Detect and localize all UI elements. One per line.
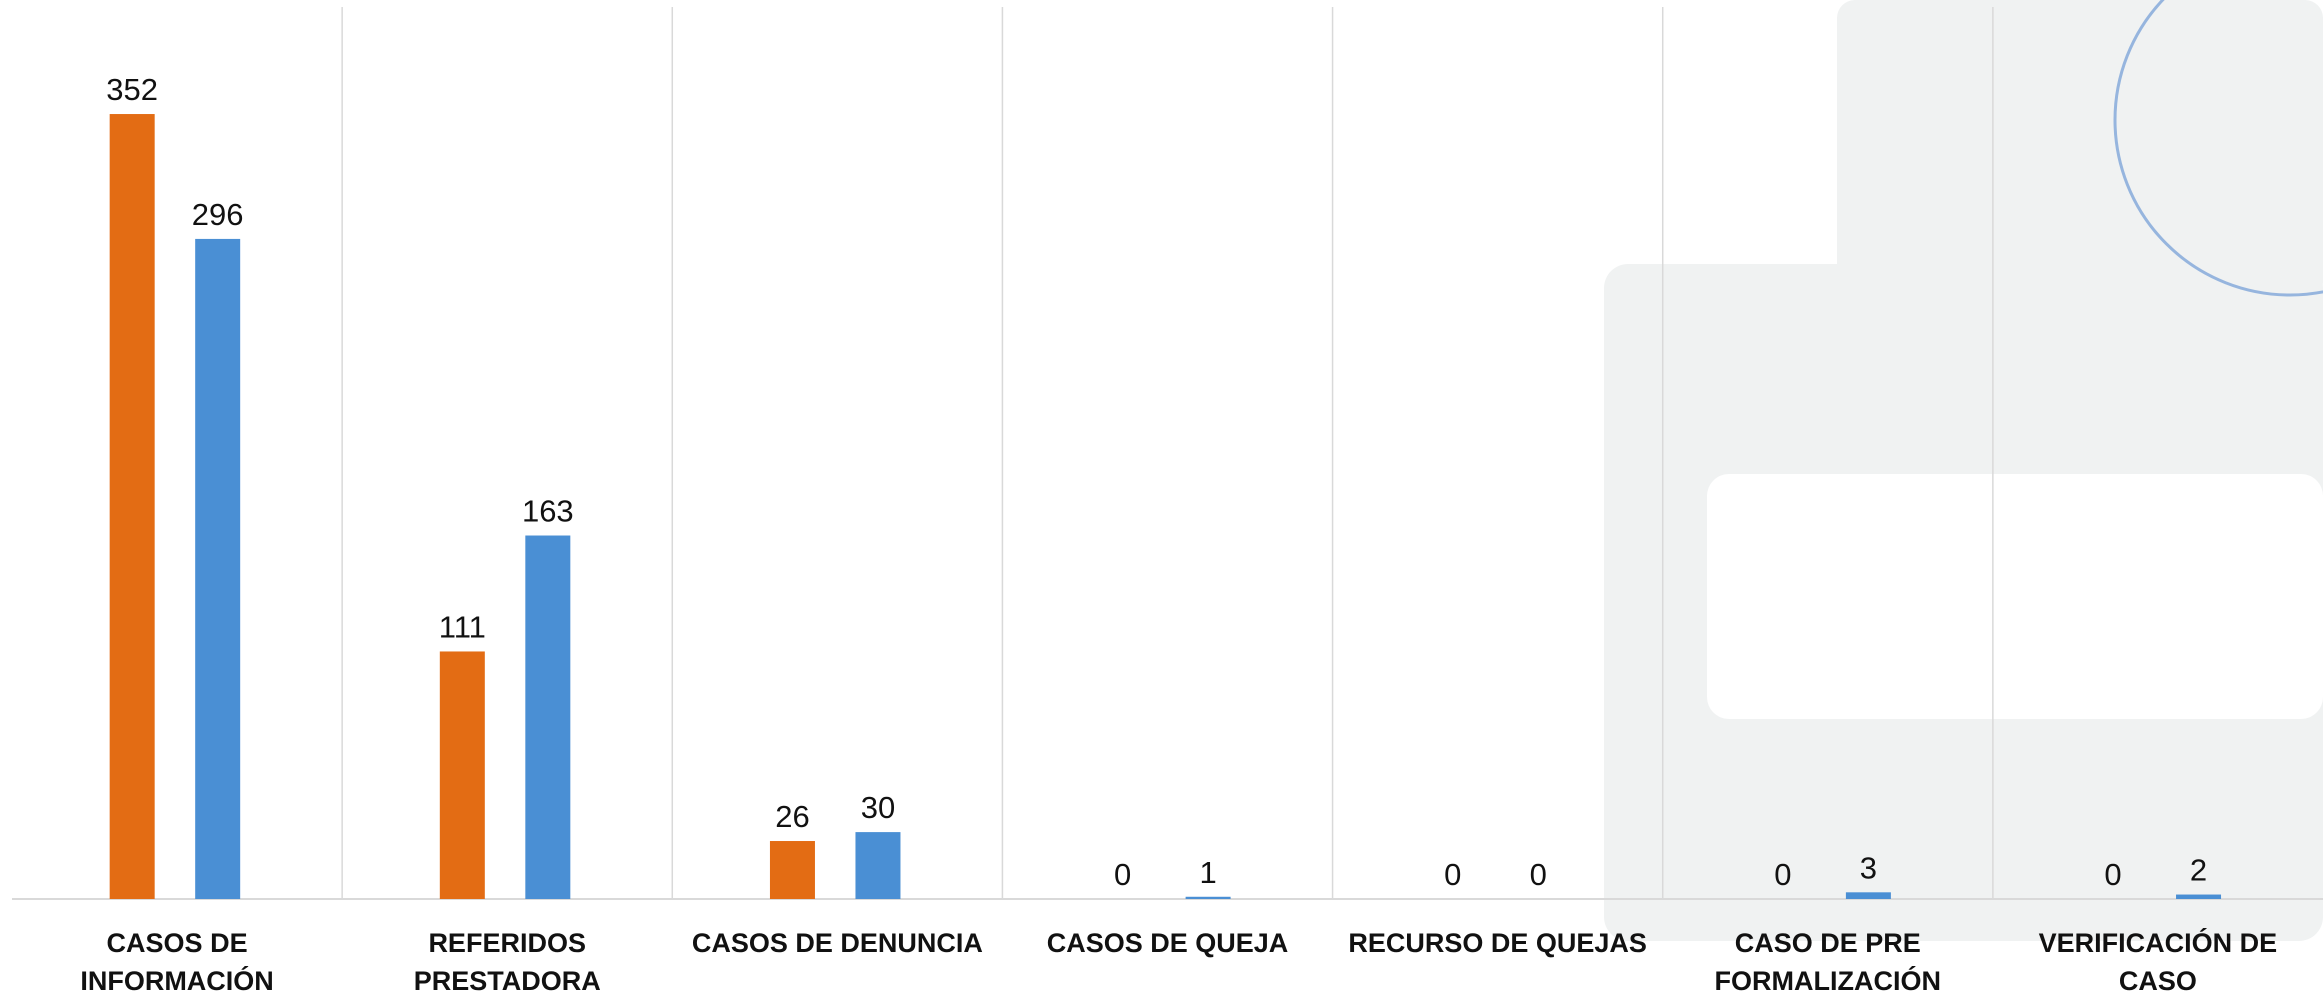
- data-label: 1: [1199, 855, 1216, 890]
- data-label: 26: [775, 799, 809, 834]
- data-label: 30: [861, 790, 895, 825]
- x-tick-label: RECURSO DE QUEJAS: [1348, 928, 1647, 958]
- background-shape: [1604, 0, 2323, 941]
- x-tick-label: VERIFICACIÓN DE CASO: [2038, 928, 2278, 996]
- x-tick-label: CASO DE PRE FORMALIZACIÓN: [1714, 928, 1941, 996]
- bar: [109, 114, 155, 900]
- data-label: 0: [1774, 857, 1791, 892]
- bar: [195, 238, 241, 900]
- bar: [439, 651, 485, 899]
- data-label: 2: [2190, 853, 2207, 888]
- bar: [1845, 892, 1891, 899]
- bar: [1185, 896, 1231, 899]
- bar: [2176, 894, 2222, 899]
- data-label: 0: [1114, 857, 1131, 892]
- data-label: 0: [1444, 857, 1461, 892]
- data-label: 111: [439, 609, 486, 644]
- data-label: 3: [1860, 850, 1877, 885]
- data-label: 0: [2104, 857, 2121, 892]
- data-label: 163: [522, 494, 574, 529]
- data-label: 296: [192, 197, 244, 232]
- bar: [525, 535, 571, 899]
- bar: [855, 832, 901, 899]
- x-tick-label: CASOS DE INFORMACIÓN: [80, 928, 274, 996]
- data-label: 352: [106, 72, 158, 107]
- x-tick-label: REFERIDOS PRESTADORA: [413, 928, 601, 996]
- x-tick-label: CASOS DE QUEJA: [1046, 928, 1289, 958]
- x-tick-label: CASOS DE DENUNCIA: [691, 928, 983, 958]
- data-label: 0: [1530, 857, 1547, 892]
- bar: [769, 841, 815, 899]
